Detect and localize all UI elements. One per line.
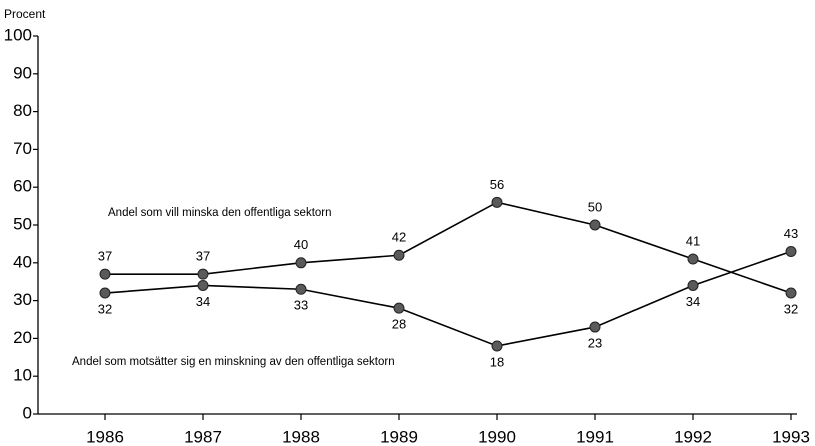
data-label: 40 xyxy=(294,237,308,252)
marker xyxy=(589,321,601,333)
data-label: 37 xyxy=(196,249,210,264)
marker xyxy=(197,268,209,280)
data-label: 32 xyxy=(784,301,798,316)
marker xyxy=(491,196,503,208)
marker xyxy=(785,245,797,257)
x-tick-label: 1992 xyxy=(674,427,712,446)
data-label: 41 xyxy=(686,233,700,248)
marker xyxy=(785,287,797,299)
y-tick-label: 70 xyxy=(13,139,32,158)
y-tick-label: 80 xyxy=(13,101,32,120)
data-label: 37 xyxy=(98,249,112,264)
y-tick-label: 40 xyxy=(13,252,32,271)
marker xyxy=(99,287,111,299)
marker xyxy=(295,283,307,295)
marker xyxy=(393,302,405,314)
y-tick-label: 50 xyxy=(13,214,32,233)
marker xyxy=(99,268,111,280)
data-label: 34 xyxy=(686,294,700,309)
y-tick-label: 30 xyxy=(13,290,32,309)
marker xyxy=(687,253,699,265)
data-label: 50 xyxy=(588,199,602,214)
series-line xyxy=(104,250,792,347)
y-tick-label: 90 xyxy=(13,63,32,82)
marker xyxy=(295,257,307,269)
marker xyxy=(393,249,405,261)
x-tick-label: 1991 xyxy=(576,427,614,446)
y-axis-label: Procent xyxy=(4,7,46,21)
data-label: 28 xyxy=(392,317,406,332)
marker xyxy=(687,279,699,291)
series-line xyxy=(105,201,792,294)
y-tick-label: 20 xyxy=(13,328,32,347)
marker xyxy=(197,279,209,291)
x-tick-label: 1989 xyxy=(380,427,418,446)
x-tick-label: 1987 xyxy=(184,427,222,446)
data-label: 18 xyxy=(490,354,504,369)
marker xyxy=(589,219,601,231)
y-tick-label: 0 xyxy=(23,403,32,422)
x-tick-label: 1986 xyxy=(86,427,124,446)
data-label: 23 xyxy=(588,335,602,350)
data-label: 42 xyxy=(392,230,406,245)
x-tick-label: 1988 xyxy=(282,427,320,446)
data-label: 34 xyxy=(196,294,210,309)
y-tick-label: 10 xyxy=(13,366,32,385)
x-tick-label: 1990 xyxy=(478,427,516,446)
series-annotation: Andel som motsätter sig en minskning av … xyxy=(72,356,395,368)
data-label: 56 xyxy=(490,177,504,192)
y-tick-label: 100 xyxy=(4,25,32,44)
series-annotation: Andel som vill minska den offentliga sek… xyxy=(108,207,332,219)
x-tick-label: 1993 xyxy=(772,427,810,446)
y-tick-label: 60 xyxy=(13,177,32,196)
marker xyxy=(491,340,503,352)
data-label: 43 xyxy=(784,226,798,241)
data-label: 33 xyxy=(294,298,308,313)
data-label: 32 xyxy=(98,301,112,316)
